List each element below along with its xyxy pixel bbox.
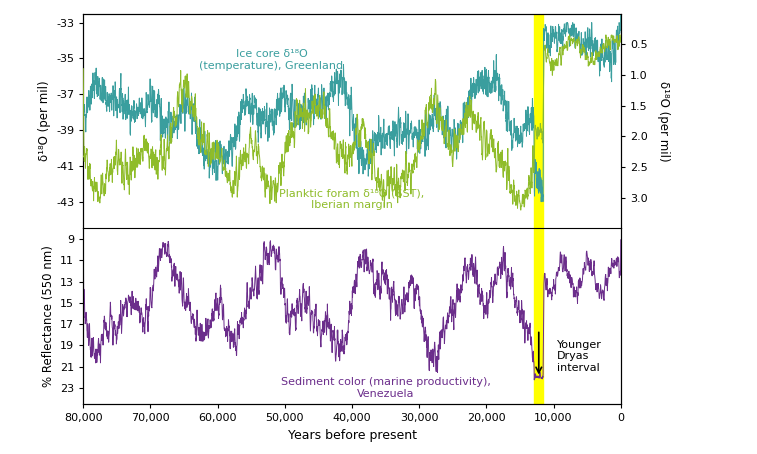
X-axis label: Years before present: Years before present <box>288 429 416 442</box>
Text: Sediment color (marine productivity),
Venezuela: Sediment color (marine productivity), Ve… <box>281 377 491 399</box>
Text: Ice core δ¹⁸O
(temperature), Greenland: Ice core δ¹⁸O (temperature), Greenland <box>199 49 344 71</box>
Y-axis label: % Reflectance (550 nm): % Reflectance (550 nm) <box>42 245 55 387</box>
Text: Planktic foram δ¹⁸O (SST),
Iberian margin: Planktic foram δ¹⁸O (SST), Iberian margi… <box>279 189 425 211</box>
Bar <box>534 14 544 228</box>
Bar <box>534 228 544 404</box>
Text: Younger
Dryas
interval: Younger Dryas interval <box>557 340 602 373</box>
Y-axis label: δ¹⁸O (per mil): δ¹⁸O (per mil) <box>38 81 51 161</box>
Y-axis label: δ¹⁸O (per mil): δ¹⁸O (per mil) <box>657 81 670 161</box>
